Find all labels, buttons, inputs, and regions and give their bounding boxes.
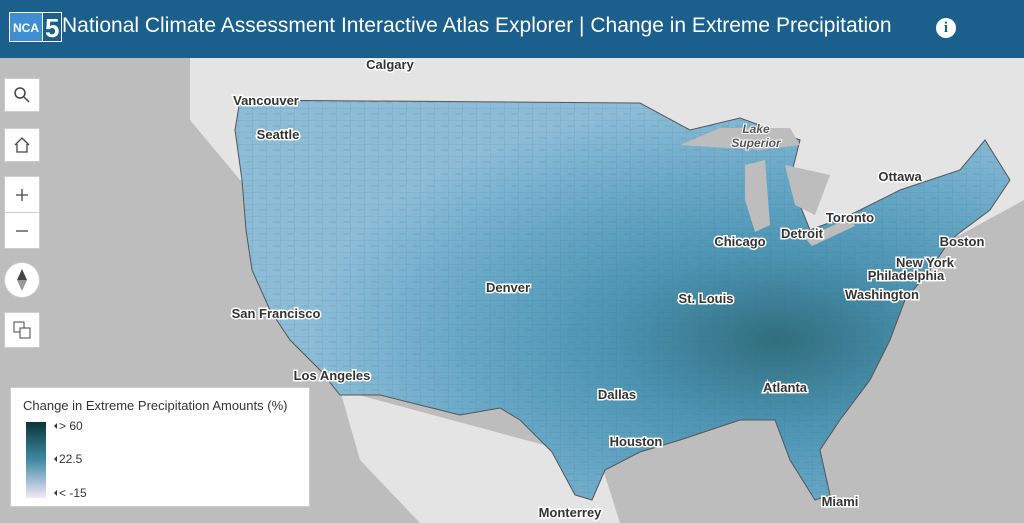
lake-huron	[785, 165, 830, 215]
city-label: Calgary	[366, 58, 414, 72]
home-icon	[14, 137, 30, 153]
city-label: Washington	[845, 287, 919, 302]
lake-label: Superior	[731, 136, 782, 150]
logo-number: 5	[43, 12, 63, 43]
lake-label: Lake	[742, 122, 770, 136]
legend: Change in Extreme Precipitation Amounts …	[10, 387, 310, 507]
home-button[interactable]	[4, 128, 40, 162]
plus-icon	[16, 188, 28, 201]
logo-text: NCA	[9, 12, 43, 42]
city-label: San Francisco	[232, 306, 321, 321]
search-button[interactable]	[4, 78, 40, 112]
mexico-land	[340, 390, 620, 523]
lake-michigan	[745, 160, 770, 232]
legend-label: 22.5	[53, 452, 83, 466]
city-label: St. Louis	[679, 291, 734, 306]
basemap-button[interactable]	[4, 312, 40, 348]
city-label: Vancouver	[233, 93, 299, 108]
city-label: Dallas	[598, 387, 636, 402]
city-label: Denver	[486, 280, 530, 295]
city-label: Ottawa	[878, 169, 922, 184]
basemap-icon	[13, 321, 31, 339]
city-label: Philadelphia	[868, 268, 945, 283]
city-label: Los Angeles	[294, 368, 371, 383]
logo[interactable]: NCA 5	[9, 12, 63, 43]
lake-erie	[805, 218, 855, 246]
city-label: Seattle	[257, 127, 300, 142]
legend-title: Change in Extreme Precipitation Amounts …	[23, 398, 288, 413]
city-label: Houston	[610, 434, 663, 449]
minus-icon	[16, 229, 28, 232]
legend-label: > 60	[54, 419, 83, 433]
compass-button[interactable]	[4, 262, 40, 298]
header: NCA 5 National Climate Assessment Intera…	[0, 0, 1024, 58]
zoom-out-button[interactable]	[4, 212, 40, 249]
county-lines	[235, 100, 1010, 500]
header-title: National Climate Assessment Interactive …	[62, 14, 892, 37]
map: Calgary Vancouver Seattle Lake Superior …	[190, 58, 1024, 523]
lake-superior	[680, 128, 800, 150]
city-label: Monterrey	[539, 505, 603, 520]
city-label: Atlanta	[763, 380, 808, 395]
city-label: Detroit	[781, 226, 824, 241]
city-label: Chicago	[714, 234, 765, 249]
city-label: Miami	[822, 494, 859, 509]
legend-ramp	[26, 422, 46, 498]
city-label: Boston	[940, 234, 985, 249]
search-icon	[14, 87, 30, 103]
zoom-in-button[interactable]	[4, 176, 40, 213]
info-button[interactable]: i	[936, 18, 956, 38]
compass-icon	[17, 269, 27, 291]
legend-label: < -15	[54, 486, 87, 500]
city-label: New York	[896, 255, 955, 270]
city-label: Toronto	[826, 210, 874, 225]
